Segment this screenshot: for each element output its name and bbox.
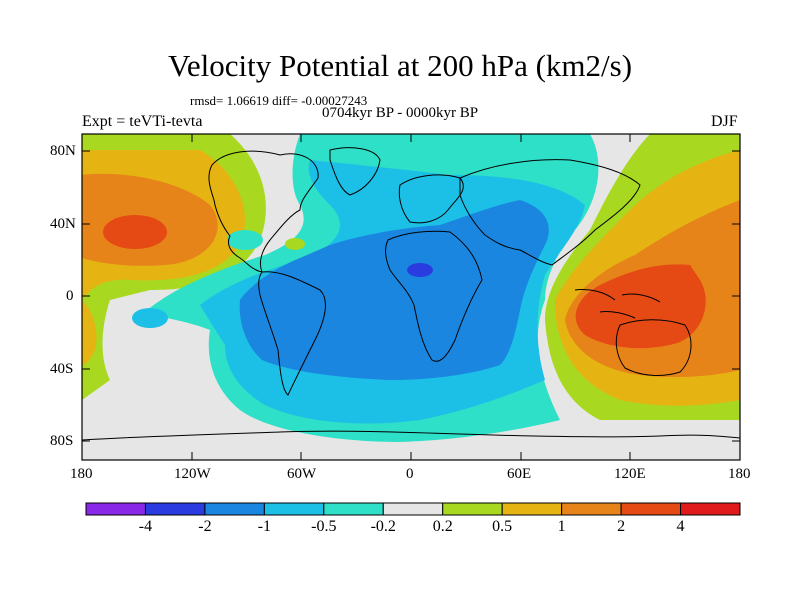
lat-ticks (82, 150, 740, 442)
coast-antarctica (82, 430, 740, 441)
contour-green-small (285, 238, 305, 250)
colorbar-label: 0.5 (492, 518, 513, 535)
lon-label-60w: 60W (287, 466, 317, 482)
season-label: DJF (711, 113, 738, 130)
contour-darkblue (407, 263, 433, 277)
colorbar-label: -4 (138, 518, 153, 535)
lat-label-40n: 40N (50, 216, 76, 232)
lat-label-80n: 80N (50, 143, 76, 159)
contour-redorange-east (575, 264, 706, 349)
stats-label: rmsd= 1.06619 diff= -0.00027243 (190, 93, 368, 108)
coast-australia (615, 319, 692, 376)
colorbar-box (561, 502, 622, 516)
map-title: Velocity Potential at 200 hPa (km2/s) (167, 48, 633, 83)
contour-teal-small (227, 230, 263, 250)
colorbar-box (501, 502, 563, 516)
lon-label-120w: 120W (174, 466, 211, 482)
lat-label-80s: 80S (50, 433, 74, 449)
coast-maritime (574, 289, 661, 319)
colorbar-box (144, 502, 206, 516)
contour-redorange-west (103, 215, 167, 249)
experiment-label: Expt = teVTi-tevta (82, 113, 203, 130)
coast-greenland (329, 147, 381, 196)
contour-cyan-small (132, 308, 168, 328)
colorbar-box (620, 502, 682, 516)
coast-south-america (258, 271, 326, 396)
lon-label-180e: 180 (728, 466, 751, 482)
coast-north-america (208, 150, 319, 273)
coast-asia (459, 159, 641, 266)
lat-label-40s: 40S (50, 361, 74, 377)
colorbar-box (382, 502, 444, 516)
lat-label-0: 0 (66, 288, 74, 304)
colorbar-boxes (85, 502, 741, 516)
colorbar-box (680, 502, 741, 516)
lon-label-120e: 120E (614, 466, 646, 482)
colorbar-label: 1 (557, 518, 566, 535)
lon-label-60e: 60E (507, 466, 532, 482)
colorbar-label: 0.2 (432, 518, 453, 535)
colorbar-label: -1 (257, 518, 272, 535)
colorbar-label: -0.2 (370, 518, 396, 535)
colorbar-box (442, 502, 503, 516)
period-label: 0704kyr BP - 0000kyr BP (322, 105, 479, 121)
colorbar-label: -0.5 (311, 518, 337, 535)
contour-yellow-sw (82, 300, 97, 365)
colorbar-label: 4 (676, 518, 685, 535)
colorbar-box (204, 502, 265, 516)
map-field (82, 134, 740, 460)
lon-ticks (81, 134, 741, 460)
lon-label-180w: 180 (70, 466, 93, 482)
coast-africa (385, 230, 483, 362)
lon-label-0: 0 (406, 466, 414, 482)
colorbar-box (85, 502, 146, 516)
colorbar-label: 2 (617, 518, 626, 535)
colorbar-box (263, 502, 325, 516)
coast-europe (398, 174, 464, 224)
colorbar-box (323, 502, 384, 516)
coastlines (82, 147, 740, 441)
colorbar-label: -2 (198, 518, 212, 535)
